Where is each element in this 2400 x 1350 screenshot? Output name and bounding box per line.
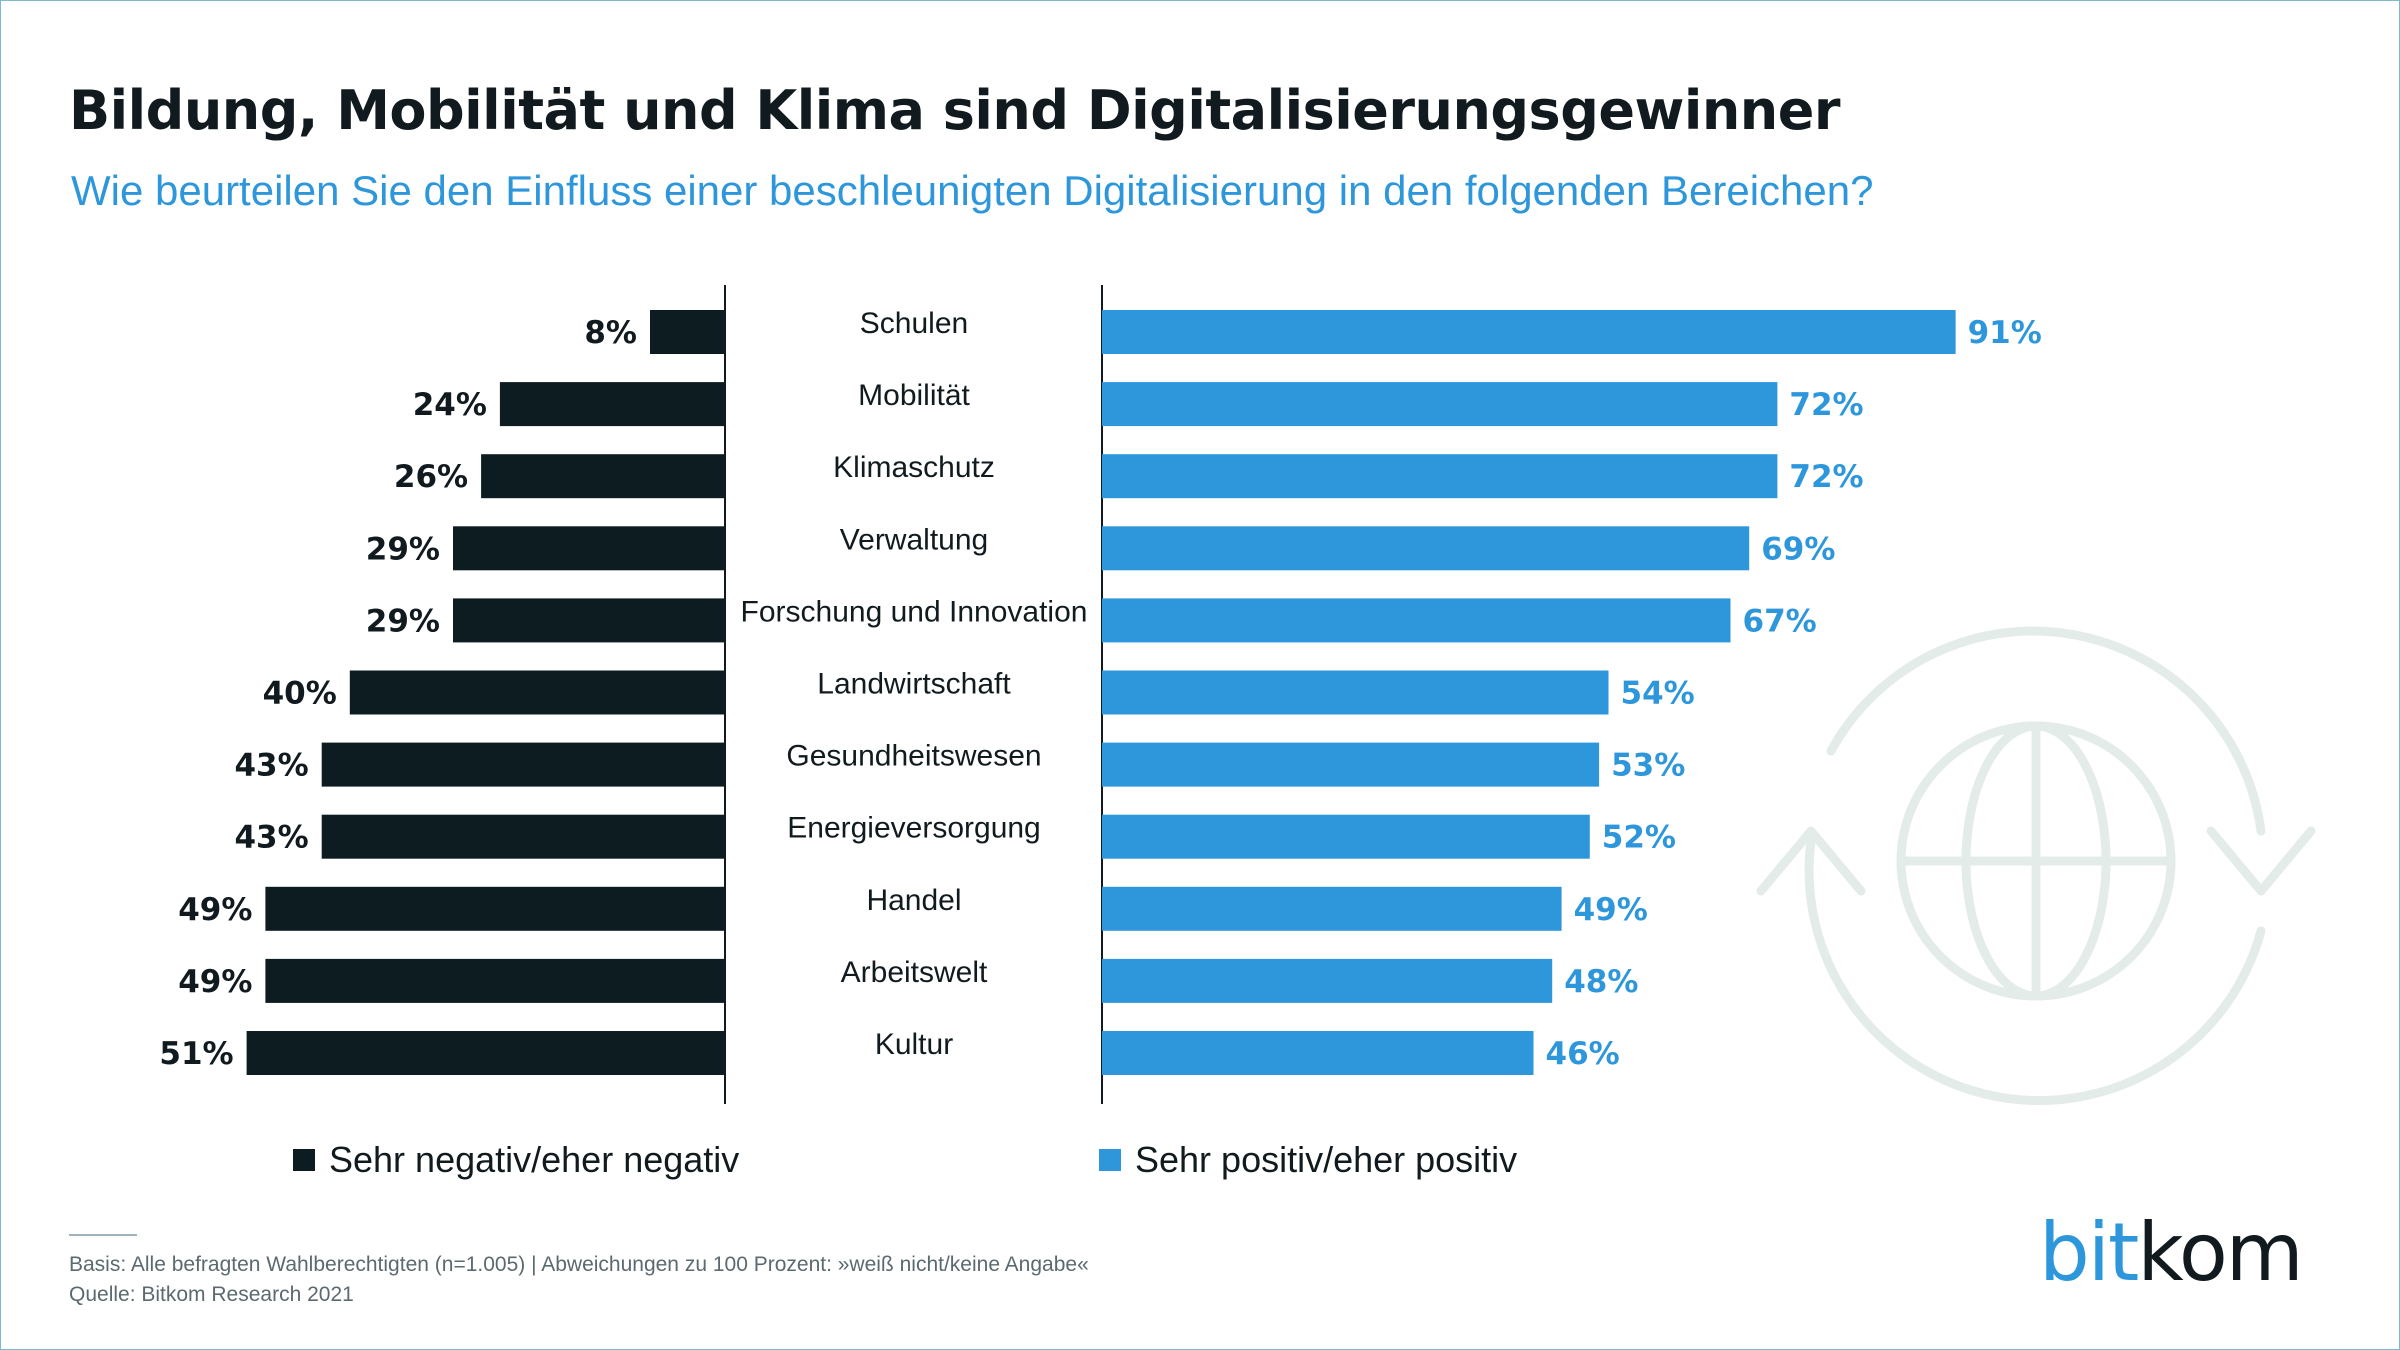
value-label-negative: 8% — [584, 315, 637, 351]
globe-refresh-icon — [1756, 626, 2316, 1105]
category-label: Verwaltung — [840, 523, 988, 556]
footer-divider — [69, 1234, 137, 1236]
bar-positive — [1102, 958, 1553, 1003]
bar-negative — [650, 310, 725, 354]
value-label-positive: 67% — [1743, 603, 1817, 639]
value-label-negative: 49% — [178, 892, 252, 928]
value-label-positive: 72% — [1789, 459, 1863, 495]
bar-negative — [499, 382, 725, 427]
category-label: Forschung und Innovation — [741, 595, 1088, 628]
logo-part-kom: kom — [2137, 1206, 2303, 1299]
bar-negative — [321, 814, 725, 859]
value-label-positive: 53% — [1611, 748, 1685, 784]
bar-negative — [321, 742, 725, 787]
value-label-negative: 49% — [178, 964, 252, 1000]
bar-positive — [1102, 886, 1562, 931]
logo-part-bit: bit — [2039, 1206, 2139, 1299]
bar-group: 8% 91% Schulen 24% 72% Mobilität 26% 72% Klimasc… — [159, 307, 2042, 1075]
value-label-negative: 43% — [234, 820, 308, 856]
category-label: Handel — [866, 884, 961, 917]
value-label-positive: 49% — [1574, 892, 1648, 928]
bar-positive — [1102, 742, 1600, 787]
value-label-positive: 54% — [1621, 676, 1695, 712]
value-label-positive: 46% — [1546, 1036, 1620, 1072]
refresh-arc-bottom — [1804, 836, 2266, 1105]
refresh-arc-top — [1826, 626, 2266, 836]
bar-positive — [1102, 670, 1609, 715]
value-label-positive: 91% — [1968, 315, 2042, 351]
value-label-negative: 43% — [234, 748, 308, 784]
category-label: Kultur — [875, 1028, 953, 1061]
legend-item-positive: Sehr positiv/eher positiv — [1099, 1139, 1517, 1181]
bar-positive — [1102, 310, 1956, 354]
bar-positive — [1102, 814, 1590, 859]
refresh-arrow-right — [2206, 826, 2316, 896]
category-label: Klimaschutz — [833, 451, 995, 484]
refresh-arrow-left — [1756, 826, 1866, 896]
bar-negative — [265, 886, 725, 931]
value-label-negative: 24% — [413, 387, 487, 423]
bar-positive — [1102, 526, 1750, 571]
bar-positive — [1102, 598, 1731, 643]
category-label: Arbeitswelt — [841, 956, 988, 989]
category-label: Landwirtschaft — [817, 668, 1011, 701]
legend-label-positive: Sehr positiv/eher positiv — [1135, 1139, 1518, 1180]
category-label: Energieversorgung — [787, 812, 1041, 845]
bar-negative — [349, 670, 725, 715]
bar-positive — [1102, 382, 1778, 427]
bitkom-logo: bitkom — [2039, 1213, 2304, 1293]
chart-subtitle: Wie beurteilen Sie den Einfluss einer be… — [71, 167, 1874, 214]
value-label-positive: 52% — [1602, 820, 1676, 856]
category-label: Schulen — [860, 307, 968, 340]
category-label: Mobilität — [858, 379, 970, 412]
legend-swatch-positive — [1099, 1149, 1121, 1171]
legend-label-negative: Sehr negativ/eher negativ — [329, 1139, 740, 1180]
legend-item-negative: Sehr negativ/eher negativ — [293, 1139, 739, 1181]
value-label-positive: 48% — [1564, 964, 1638, 1000]
value-label-negative: 51% — [159, 1036, 233, 1072]
bar-negative — [481, 454, 725, 499]
value-label-negative: 29% — [366, 603, 440, 639]
value-label-positive: 69% — [1761, 531, 1835, 567]
bar-positive — [1102, 1031, 1534, 1075]
category-label: Gesundheitswesen — [786, 740, 1041, 773]
value-label-negative: 26% — [394, 459, 468, 495]
chart-title: Bildung, Mobilität und Klima sind Digita… — [69, 79, 1841, 142]
bar-positive — [1102, 454, 1778, 499]
bar-negative — [453, 598, 725, 643]
bar-negative — [453, 526, 725, 571]
bar-negative — [265, 958, 725, 1003]
footnote-source: Quelle: Bitkom Research 2021 — [69, 1283, 354, 1306]
value-label-negative: 29% — [366, 531, 440, 567]
value-label-negative: 40% — [263, 676, 337, 712]
bar-negative — [246, 1031, 725, 1075]
legend-swatch-negative — [293, 1149, 315, 1171]
value-label-positive: 72% — [1789, 387, 1863, 423]
footnote-basis: Basis: Alle befragten Wahlberechtigten (… — [69, 1253, 1089, 1276]
